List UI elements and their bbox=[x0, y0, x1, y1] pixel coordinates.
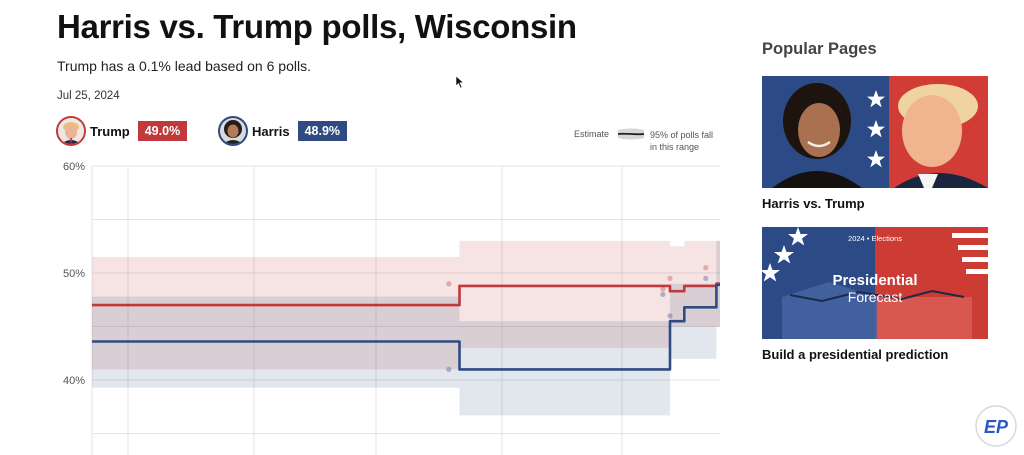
poll-article: Harris vs. Trump polls, Wisconsin Trump … bbox=[56, 8, 734, 455]
trump-poll-dot-3 bbox=[703, 265, 709, 271]
y-tick-label-60: 60% bbox=[63, 161, 85, 173]
trump-average-line bbox=[92, 282, 720, 307]
y-tick-label-50: 50% bbox=[63, 268, 85, 280]
harris-percent-badge: 48.9% bbox=[297, 121, 348, 141]
harris-avatar bbox=[218, 116, 248, 146]
trump-poll-dot-2 bbox=[667, 275, 673, 281]
trump-avatar bbox=[56, 116, 86, 146]
poll-average-chart: 60% 50% 40% bbox=[63, 161, 720, 455]
build-prediction-link[interactable]: Build a presidential prediction bbox=[762, 347, 949, 362]
harris-average-line bbox=[92, 283, 720, 371]
popular-pages-sidebar: Popular Pages Harris vs. Trump bbox=[762, 0, 1024, 455]
mouse-cursor-icon bbox=[455, 75, 465, 89]
harris-poll-dot-1 bbox=[660, 291, 666, 298]
legend-estimate-label: Estimate bbox=[574, 129, 610, 139]
harris-vs-trump-thumbnail[interactable] bbox=[762, 76, 988, 188]
legend-range-label: 95% of polls fall in this range bbox=[650, 130, 714, 152]
trump-name: Trump bbox=[90, 123, 130, 139]
y-tick-label-40: 40% bbox=[63, 375, 85, 387]
presidential-forecast-thumbnail[interactable]: 2024 • Elections Presidential Forecast bbox=[762, 227, 988, 339]
trump-candidate-summary[interactable]: Trump 49.0% bbox=[56, 116, 188, 146]
harris-vs-trump-link[interactable]: Harris vs. Trump bbox=[762, 196, 865, 211]
forecast-image-subtitle: Forecast bbox=[848, 289, 903, 305]
forecast-image-title: Presidential bbox=[832, 272, 917, 289]
forecast-image-tag: 2024 • Elections bbox=[848, 234, 902, 243]
harris-poll-dot-0 bbox=[446, 366, 452, 372]
trump-poll-dot-1 bbox=[660, 286, 666, 292]
legend-band-icon bbox=[617, 128, 645, 140]
harris-candidate-summary[interactable]: Harris 48.9% bbox=[218, 116, 348, 146]
harris-poll-dot-2 bbox=[667, 313, 673, 319]
harris-poll-dot-3 bbox=[703, 275, 709, 281]
popular-pages-title: Popular Pages bbox=[762, 40, 877, 58]
ep-logo-text: EP bbox=[984, 417, 1009, 437]
publish-date: Jul 25, 2024 bbox=[57, 90, 120, 102]
page-subtitle: Trump has a 0.1% lead based on 6 polls. bbox=[57, 58, 311, 74]
harris-name: Harris bbox=[252, 123, 290, 139]
page-title: Harris vs. Trump polls, Wisconsin bbox=[57, 8, 577, 45]
trump-poll-dot-0 bbox=[446, 281, 452, 287]
trump-percent-badge: 49.0% bbox=[137, 121, 188, 141]
chart-legend: Estimate 95% of polls fall in this range bbox=[574, 127, 734, 157]
harris-range-band bbox=[92, 240, 720, 416]
ep-logo: EP bbox=[975, 405, 1017, 447]
